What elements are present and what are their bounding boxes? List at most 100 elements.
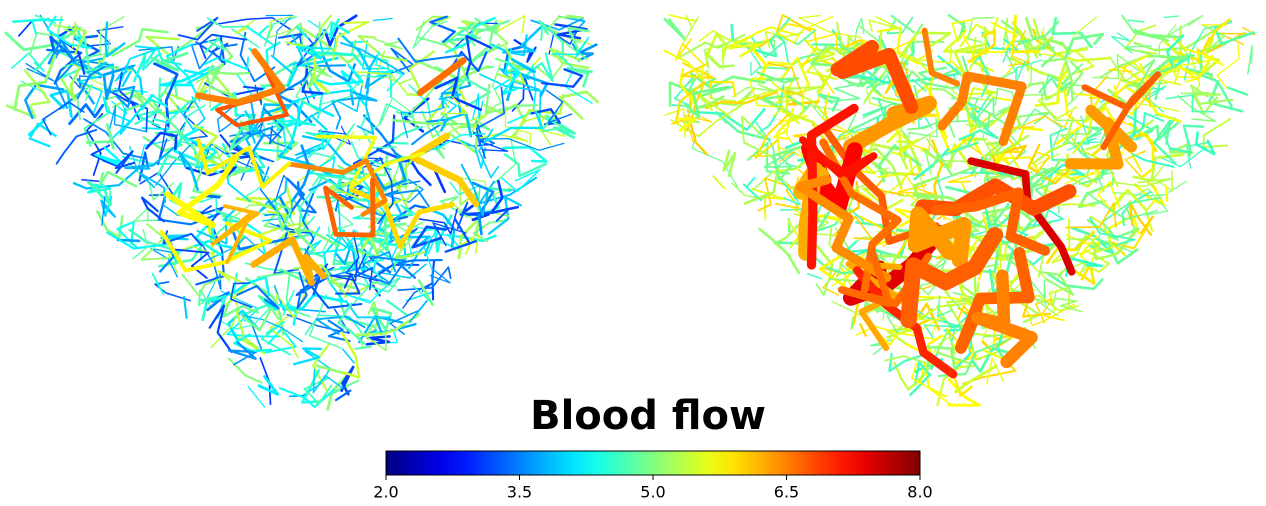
vessel xyxy=(511,58,536,73)
vessel xyxy=(489,34,528,57)
vessel xyxy=(954,364,998,394)
vessel xyxy=(1014,59,1043,85)
vessel xyxy=(355,312,421,337)
vessel xyxy=(477,137,565,151)
vessel xyxy=(364,65,393,95)
vessel xyxy=(1097,181,1121,217)
vessel xyxy=(217,269,249,308)
vessel xyxy=(1035,27,1063,58)
vessel xyxy=(479,73,542,121)
vessel xyxy=(663,49,704,81)
vessel xyxy=(1029,27,1091,52)
vessel xyxy=(371,152,407,191)
vessel xyxy=(1216,36,1240,90)
vessel xyxy=(824,82,864,103)
vessel xyxy=(322,177,376,238)
vessel xyxy=(1064,202,1117,229)
vessel xyxy=(101,196,106,226)
vessel xyxy=(416,57,467,97)
vessel xyxy=(1162,14,1204,40)
vessel xyxy=(1124,45,1187,61)
vessel xyxy=(4,26,82,52)
vessel xyxy=(704,51,735,69)
vessel xyxy=(274,201,293,232)
vessel xyxy=(185,166,238,181)
vessel xyxy=(1089,215,1114,255)
vessel xyxy=(42,101,85,136)
vessel xyxy=(208,209,241,242)
vessel xyxy=(1133,182,1166,207)
vessel xyxy=(154,130,201,175)
vessel xyxy=(295,25,309,39)
vessel xyxy=(58,77,95,110)
vessel xyxy=(227,357,263,384)
vessel xyxy=(1153,165,1174,192)
vessel xyxy=(68,16,125,64)
vessel xyxy=(913,280,939,296)
vessel xyxy=(215,67,289,128)
vessel xyxy=(474,233,480,255)
vessel xyxy=(390,204,418,217)
vessel xyxy=(268,15,297,38)
vessel xyxy=(1078,159,1118,185)
vessel xyxy=(54,59,112,109)
vessel xyxy=(356,255,406,285)
vessel xyxy=(49,89,73,118)
vessel xyxy=(985,357,1005,385)
network-left xyxy=(4,14,600,411)
vessel xyxy=(172,248,210,279)
vessel xyxy=(83,97,111,148)
vessel xyxy=(259,166,281,217)
vessel xyxy=(68,103,105,126)
vessel xyxy=(81,178,100,182)
vessel xyxy=(852,266,958,379)
vessel xyxy=(195,48,286,106)
vessel xyxy=(376,148,419,163)
vessel xyxy=(821,125,940,245)
vessel xyxy=(375,51,404,92)
vessel xyxy=(877,144,922,183)
vessel xyxy=(312,342,331,392)
vessel xyxy=(1048,286,1071,312)
vessel xyxy=(17,19,34,37)
vessel xyxy=(1169,124,1205,154)
vessel xyxy=(304,314,363,336)
vessel xyxy=(911,363,952,406)
vessel xyxy=(899,174,919,202)
vessel xyxy=(671,74,697,107)
vessel xyxy=(123,99,185,137)
vessel xyxy=(326,229,356,257)
vessel xyxy=(90,144,120,168)
vessel xyxy=(757,177,791,212)
vessel xyxy=(496,15,526,34)
vessel xyxy=(312,174,368,187)
vessel xyxy=(340,331,361,379)
vessel xyxy=(334,193,372,212)
vessel xyxy=(412,285,431,302)
vessel xyxy=(859,323,867,337)
vessel xyxy=(397,266,452,292)
vessel xyxy=(315,315,366,335)
vessel xyxy=(365,335,391,346)
vessel xyxy=(890,14,916,34)
vessel xyxy=(215,16,291,31)
vessel xyxy=(293,229,341,252)
vessel xyxy=(725,35,761,58)
vessel xyxy=(969,55,992,98)
vessel xyxy=(538,19,565,61)
vessel xyxy=(530,108,561,126)
vessel xyxy=(315,134,426,190)
vessel xyxy=(830,39,919,114)
vessel xyxy=(329,18,350,40)
vessel xyxy=(1124,68,1145,90)
vessel xyxy=(376,50,415,85)
vessel xyxy=(806,273,822,280)
vessel xyxy=(971,111,991,129)
vessel xyxy=(301,61,324,95)
vessel xyxy=(260,103,292,121)
vessel xyxy=(427,233,463,255)
vessel xyxy=(1128,200,1152,236)
vessel xyxy=(236,285,280,310)
vessel xyxy=(276,77,313,124)
vessel xyxy=(1021,111,1073,128)
